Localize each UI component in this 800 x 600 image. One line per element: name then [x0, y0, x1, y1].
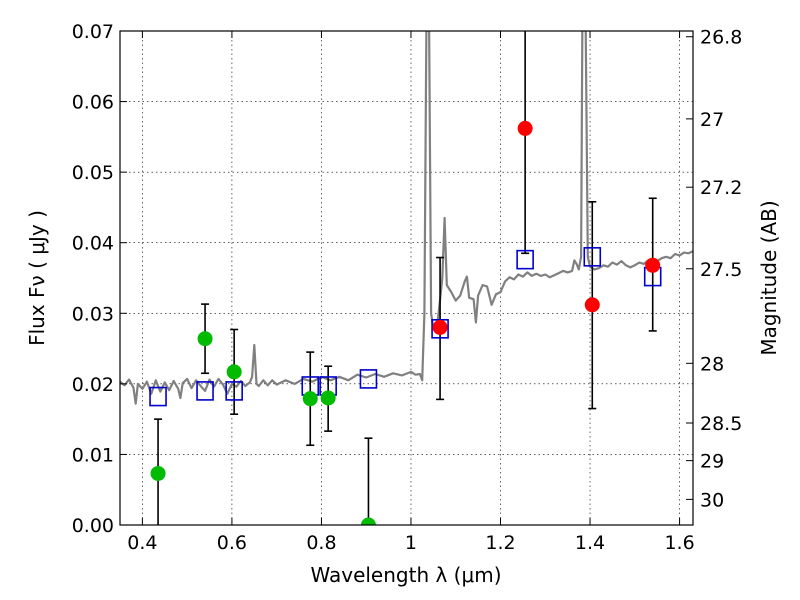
- y-tick-label: 0.01: [72, 444, 114, 466]
- tick-labels: 0.4 0.6 0.8 1 1.2 1.4 1.6 0.00 0.01 0.02 0.03 0.04 0…: [72, 21, 743, 554]
- x-tick-label: 0.8: [306, 532, 336, 554]
- plot-frame: [119, 30, 694, 526]
- y2-axis-title: Magnitude (AB): [757, 200, 781, 355]
- observed-flux-point: [584, 297, 600, 313]
- observed-flux-point: [197, 331, 213, 347]
- y2-tick-label: 26.8: [700, 27, 742, 49]
- x-axis-title: Wavelength λ (μm): [310, 563, 501, 587]
- observed-flux-point: [226, 364, 242, 380]
- y2-tick-label: 27.2: [700, 177, 742, 199]
- x-tick-label: 1.6: [664, 532, 694, 554]
- observed-flux-point: [645, 257, 661, 273]
- x-tick-label: 0.4: [127, 532, 157, 554]
- y2-tick-label: 27.5: [700, 259, 742, 281]
- y2-tick-label: 29: [700, 451, 724, 473]
- x-tick-label: 1.2: [485, 532, 515, 554]
- observed-flux-point: [320, 390, 336, 406]
- x-tick-label: 1: [405, 532, 417, 554]
- axis-ticks: [120, 30, 693, 526]
- observed-flux-point: [360, 517, 376, 525]
- model-photometry-point: [196, 381, 214, 401]
- y-tick-label: 0.07: [72, 21, 114, 43]
- y-tick-label: 0.04: [72, 233, 114, 255]
- model-photometry-point: [516, 249, 534, 270]
- y-tick-label: 0.05: [72, 162, 114, 184]
- y2-tick-label: 27: [700, 109, 724, 131]
- observed-flux-point: [517, 120, 533, 136]
- y-tick-label: 0.06: [72, 92, 114, 114]
- model-photometry-point: [225, 381, 243, 401]
- y2-tick-label: 30: [700, 489, 724, 511]
- x-tick-label: 1.4: [575, 532, 605, 554]
- y2-tick-label: 28.5: [700, 413, 742, 435]
- x-tick-label: 0.6: [217, 532, 247, 554]
- y-tick-label: 0.03: [72, 303, 114, 325]
- observed-flux-point: [150, 465, 166, 481]
- y2-tick-label: 28: [700, 353, 724, 375]
- y-tick-label: 0.02: [72, 374, 114, 396]
- model-photometry-point: [149, 386, 167, 407]
- y-tick-label: 0.00: [72, 515, 114, 537]
- observed-flux-point: [432, 319, 448, 335]
- y-axis-title: Flux Fν ( μJy ): [25, 210, 49, 346]
- observed-flux-point: [302, 391, 318, 407]
- model-photometry-point: [583, 247, 602, 267]
- plot-area: [120, 31, 693, 525]
- model-photometry-point: [431, 319, 449, 339]
- model-photometry-point: [359, 369, 378, 389]
